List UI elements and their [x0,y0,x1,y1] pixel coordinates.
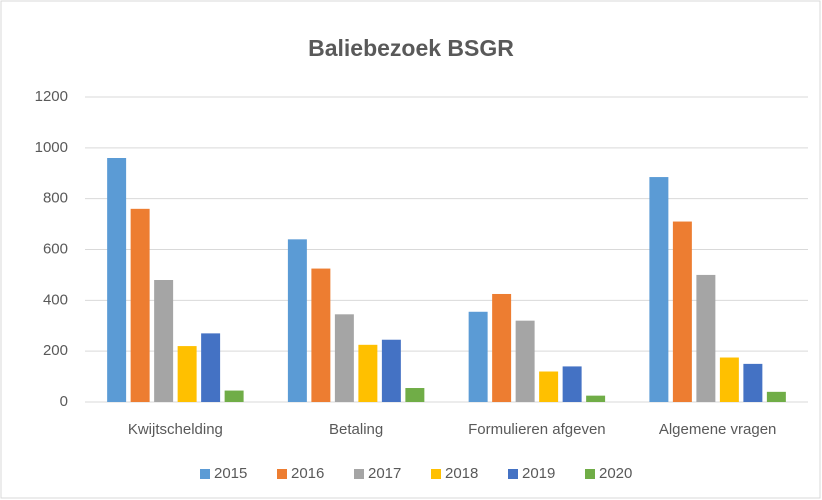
bar [405,388,425,402]
y-tick-label: 1200 [35,88,68,105]
y-tick-label: 200 [43,342,68,359]
y-tick-label: 600 [43,240,68,257]
legend-swatch [354,469,364,479]
bar [130,208,150,402]
y-tick-label: 400 [43,291,68,308]
bar [515,320,535,402]
x-tick-label: Algemene vragen [659,421,777,438]
legend-swatch [200,469,210,479]
bar [311,268,331,402]
bar [381,339,401,402]
bar [743,363,763,402]
legend-label: 2015 [214,465,247,482]
bar [586,395,606,402]
legend-swatch [508,469,518,479]
x-tick-label: Formulieren afgeven [468,421,606,438]
bar [696,274,716,402]
bar [539,371,559,402]
legend-label: 2018 [445,465,478,482]
legend-label: 2019 [522,465,555,482]
bar [492,293,512,402]
bar [154,280,174,402]
bar [672,221,692,402]
bar [201,333,221,402]
bar [468,311,488,402]
legend-label: 2016 [291,465,324,482]
bar [107,158,127,402]
legend-swatch [277,469,287,479]
bar [177,346,197,402]
y-tick-label: 1000 [35,139,68,156]
legend-label: 2017 [368,465,401,482]
chart-title: Baliebezoek BSGR [308,35,514,61]
y-tick-label: 0 [60,393,68,410]
bar [224,390,244,402]
bar [766,391,786,402]
bar [719,357,739,402]
bar [334,314,354,402]
legend-swatch [431,469,441,479]
y-tick-label: 800 [43,190,68,207]
bar [358,344,378,402]
bar [649,177,669,402]
x-tick-label: Betaling [329,421,383,438]
bar [287,239,307,402]
legend-label: 2020 [599,465,632,482]
legend-swatch [585,469,595,479]
bar [562,366,582,402]
x-tick-label: Kwijtschelding [128,421,223,438]
